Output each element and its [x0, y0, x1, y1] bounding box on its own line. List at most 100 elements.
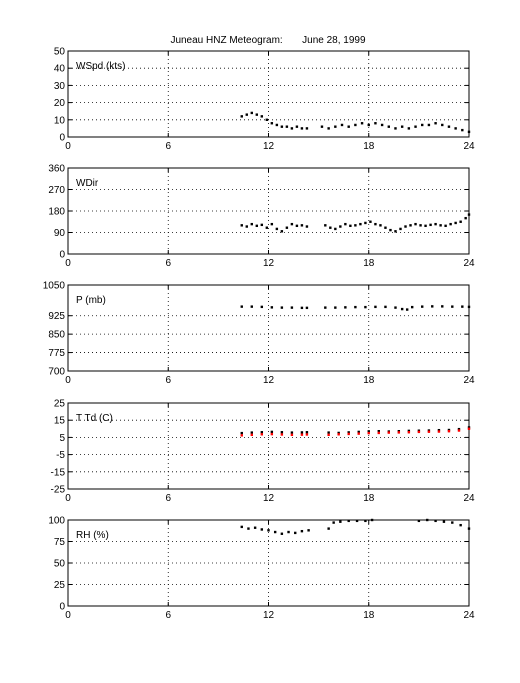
data-point [265, 118, 269, 121]
data-point [250, 431, 253, 434]
data-point [377, 430, 380, 433]
data-point [334, 227, 337, 231]
y-tick-label: 0 [59, 250, 65, 261]
y-tick-label: 925 [48, 311, 65, 322]
data-point [467, 426, 471, 429]
data-point [447, 428, 451, 432]
data-point [294, 531, 297, 535]
data-point [305, 433, 309, 436]
x-tick-label: 24 [463, 141, 475, 152]
data-point [320, 125, 324, 128]
x-tick-label: 24 [463, 610, 475, 621]
y-tick-label: 850 [48, 330, 65, 341]
data-point [270, 122, 274, 125]
chart-title: Juneau HNZ Meteogram: June 28, 1999 [170, 35, 366, 46]
data-point [327, 527, 330, 530]
data-point [245, 225, 248, 228]
data-point [337, 433, 340, 436]
y-tick-label: -5 [56, 450, 65, 461]
data-point [357, 430, 360, 434]
series-0 [240, 305, 471, 311]
data-point [280, 230, 284, 233]
data-point [400, 307, 404, 311]
data-point [441, 123, 444, 127]
data-point [467, 213, 471, 216]
data-point [240, 305, 243, 308]
data-point [387, 431, 390, 434]
data-point [270, 430, 274, 434]
data-point [329, 226, 332, 229]
data-point [417, 429, 421, 432]
panel-2: 0 6 12 18 24 700 775 850 925 1050 P (mb) [43, 281, 475, 387]
data-point [451, 305, 454, 308]
data-point [394, 230, 397, 233]
data-point [449, 222, 452, 226]
series-0 [240, 518, 471, 535]
data-point [410, 305, 414, 309]
data-point [355, 519, 359, 523]
data-point [387, 125, 390, 128]
x-tick-label: 18 [363, 375, 375, 386]
data-point [354, 123, 357, 127]
y-tick-label: 25 [54, 580, 66, 591]
y-tick-label: 360 [48, 164, 65, 175]
data-point [280, 532, 284, 535]
data-point [247, 527, 250, 530]
data-point [255, 113, 259, 116]
data-point [427, 123, 431, 127]
data-point [250, 222, 253, 226]
data-point [280, 431, 284, 434]
y-tick-label: 0 [59, 133, 65, 144]
panel-1: 0 6 12 18 24 0 90 180 270 360 WDir [48, 164, 475, 270]
data-point [347, 125, 350, 128]
x-tick-label: 18 [363, 141, 375, 152]
data-point [260, 433, 264, 436]
data-point [389, 228, 392, 232]
data-point [419, 224, 422, 227]
data-point [407, 127, 411, 130]
data-point [305, 431, 309, 434]
data-point [337, 431, 340, 435]
data-point [447, 430, 451, 433]
data-point [357, 432, 360, 435]
data-point [280, 125, 284, 128]
data-point [334, 125, 337, 128]
data-point [347, 432, 350, 436]
data-point [339, 225, 342, 228]
x-tick-label: 6 [165, 493, 171, 504]
data-point [421, 123, 424, 127]
y-tick-label: 30 [54, 81, 66, 92]
data-point [399, 227, 402, 231]
data-point [405, 308, 409, 311]
data-point [434, 222, 437, 226]
data-point [380, 123, 384, 127]
data-point [441, 305, 444, 308]
data-point [260, 223, 264, 227]
data-point [327, 431, 330, 434]
data-point [467, 305, 471, 309]
data-point [354, 305, 357, 309]
data-point [275, 227, 279, 231]
data-point [409, 224, 412, 227]
x-tick-label: 24 [463, 375, 475, 386]
y-tick-label: 50 [54, 559, 66, 570]
y-tick-label: 180 [48, 207, 65, 218]
y-tick-label: 40 [54, 64, 66, 75]
data-point [290, 127, 294, 130]
data-point [437, 428, 441, 432]
data-point [287, 530, 290, 534]
x-tick-label: 6 [165, 375, 171, 386]
data-point [417, 519, 421, 523]
data-point [414, 125, 417, 128]
data-point [397, 431, 401, 434]
panel-label: P (mb) [76, 295, 106, 306]
data-point [426, 518, 429, 522]
panel-label: T Td (C) [76, 413, 113, 424]
panel-3: 0 6 12 18 24 -25 -15 -5 5 15 25 T Td (C) [51, 399, 475, 505]
y-tick-label: 50 [54, 47, 66, 58]
series-0 [240, 426, 471, 435]
data-point [327, 127, 330, 130]
data-point [364, 305, 367, 309]
data-point [240, 224, 243, 227]
